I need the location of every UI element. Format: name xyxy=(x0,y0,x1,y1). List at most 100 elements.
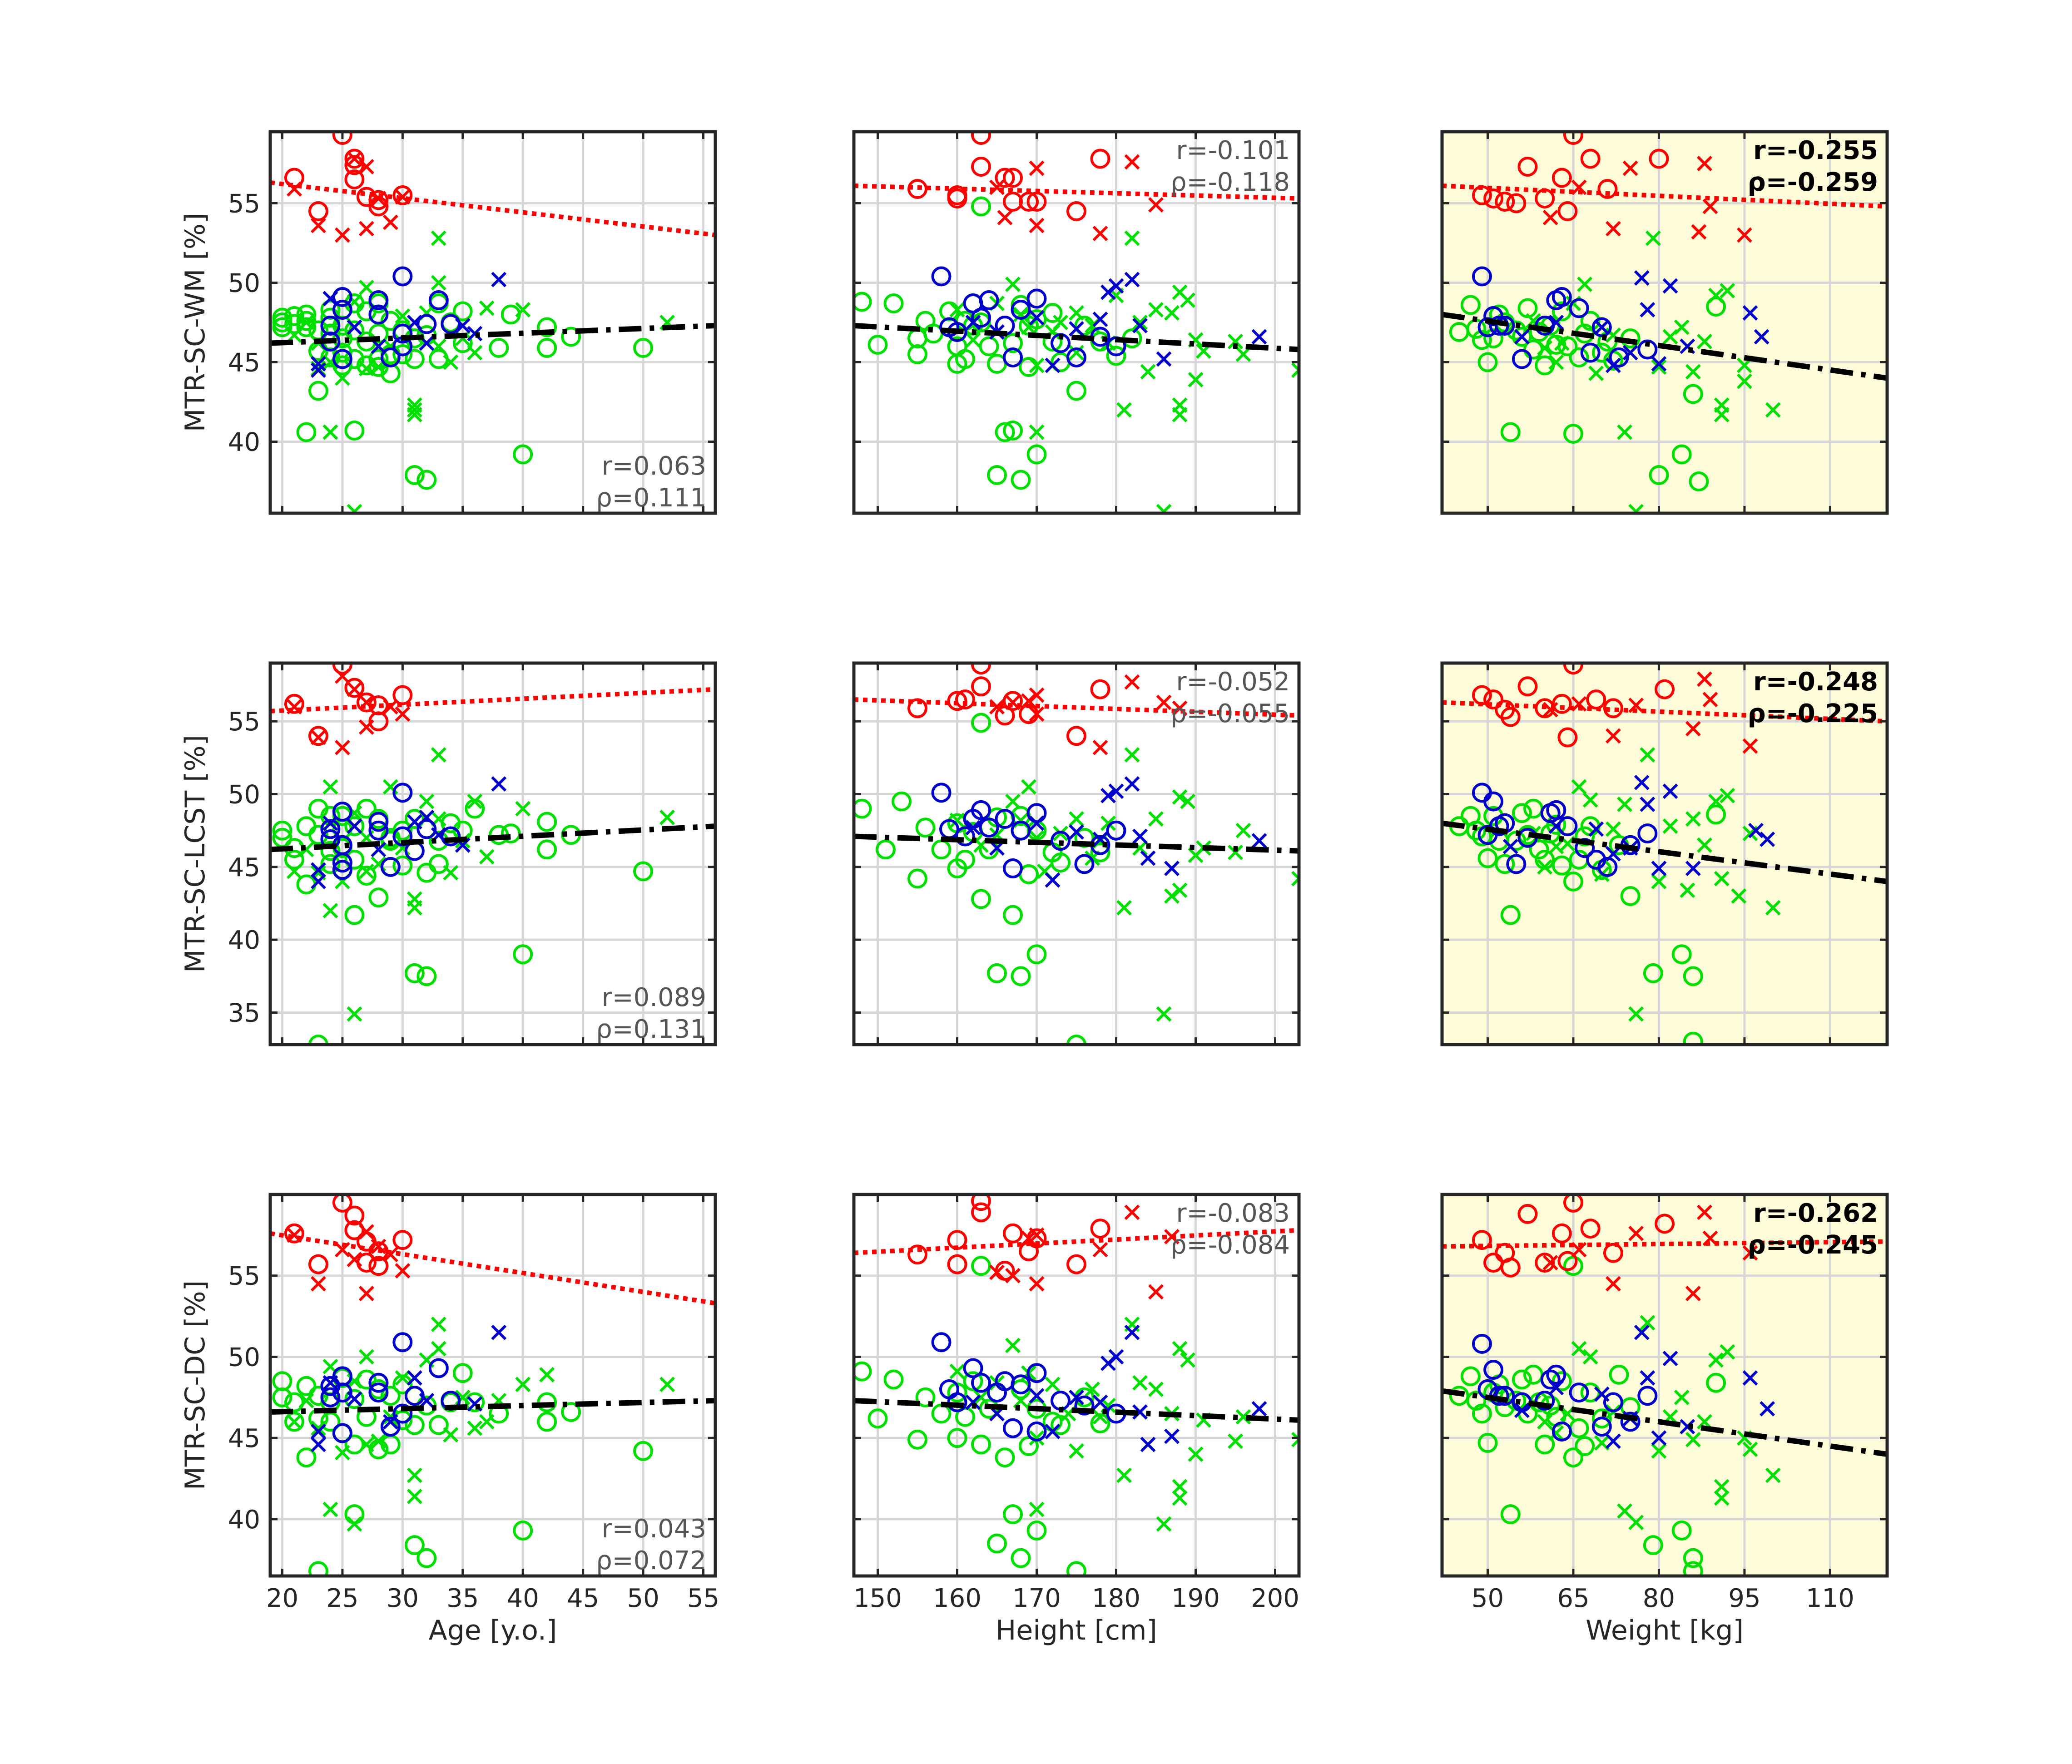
male-low-cross-point xyxy=(1005,277,1021,292)
female-circle-point xyxy=(1066,1254,1086,1274)
male-low-cross-point xyxy=(1116,402,1132,418)
female-cross-point xyxy=(1742,1245,1758,1261)
male-low-circle-point xyxy=(537,1392,557,1412)
male-high-circle-point xyxy=(931,266,952,287)
female-circle-point xyxy=(284,168,304,188)
male-low-cross-point xyxy=(659,809,675,825)
male-low-circle-point xyxy=(296,317,317,337)
female-cross-point xyxy=(358,719,374,735)
y-tick-label: 50 xyxy=(228,269,260,298)
male-high-cross-point xyxy=(406,1370,422,1386)
male-low-circle-point xyxy=(428,1415,449,1435)
male-low-cross-point xyxy=(1680,882,1695,898)
female-circle-point xyxy=(971,132,991,145)
male-low-cross-point xyxy=(1148,811,1164,827)
male-high-cross-point xyxy=(1251,833,1267,849)
male-low-circle-point xyxy=(867,1408,888,1429)
female-circle-point xyxy=(308,726,328,746)
male-fit-line xyxy=(270,323,715,346)
male-high-circle-point xyxy=(1026,1363,1047,1383)
male-fit-line xyxy=(270,1397,715,1415)
male-low-circle-point xyxy=(1495,854,1515,874)
female-cross-point xyxy=(1124,154,1140,170)
female-circle-point xyxy=(344,149,365,169)
male-low-cross-point xyxy=(322,1501,338,1517)
male-low-circle-point xyxy=(915,818,936,838)
male-fit-line xyxy=(854,323,1299,352)
male-low-cross-point xyxy=(1554,335,1570,351)
male-low-circle-point xyxy=(1066,381,1086,401)
male-low-circle-point xyxy=(1003,333,1023,353)
male-low-circle-point xyxy=(1500,1504,1521,1525)
male-low-cross-point xyxy=(406,900,422,916)
male-high-circle-point xyxy=(332,300,352,320)
female-cross-point xyxy=(989,1264,1005,1280)
male-low-circle-point xyxy=(1466,820,1487,841)
male-low-cross-point xyxy=(1645,230,1661,246)
data-layer xyxy=(854,663,1299,1045)
male-low-cross-point xyxy=(973,1389,989,1405)
male-low-circle-point xyxy=(1026,1520,1047,1541)
female-fit-line xyxy=(270,180,715,238)
male-low-circle-point xyxy=(344,1434,365,1455)
male-low-cross-point xyxy=(395,1370,411,1386)
female-circle-point xyxy=(308,201,328,221)
male-high-circle-point xyxy=(971,1373,991,1393)
male-low-circle-point xyxy=(344,905,365,925)
male-low-cross-point xyxy=(949,302,965,317)
male-low-circle-point xyxy=(1563,424,1583,444)
male-high-circle-point xyxy=(1026,288,1047,309)
x-tick-label: 20 xyxy=(266,1584,298,1613)
male-low-cross-point xyxy=(1021,779,1036,795)
male-low-cross-point xyxy=(479,849,495,865)
y-tick-label: 35 xyxy=(228,998,260,1028)
male-high-circle-point xyxy=(332,1382,352,1403)
male-low-circle-point xyxy=(501,823,521,844)
female-cross-point xyxy=(371,1239,387,1254)
male-low-cross-point xyxy=(322,779,338,795)
male-low-circle-point xyxy=(296,1376,317,1396)
male-high-circle-point xyxy=(979,290,999,310)
female-circle-point xyxy=(907,698,927,718)
male-high-cross-point xyxy=(1045,872,1061,888)
male-low-cross-point xyxy=(443,865,459,881)
male-low-cross-point xyxy=(431,230,446,246)
male-low-cross-point xyxy=(1765,402,1781,418)
male-high-cross-point xyxy=(311,1423,326,1439)
male-low-cross-point xyxy=(1548,354,1564,370)
male-high-cross-point xyxy=(322,815,338,831)
male-low-cross-point xyxy=(1291,362,1299,378)
male-low-circle-point xyxy=(1643,963,1663,983)
y-tick-label: 45 xyxy=(228,348,260,378)
female-circle-point xyxy=(1003,1223,1023,1244)
female-circle-point xyxy=(947,1254,967,1274)
male-low-cross-point xyxy=(395,308,411,324)
male-high-cross-point xyxy=(1680,1419,1695,1435)
male-high-circle-point xyxy=(979,818,999,838)
male-high-circle-point xyxy=(441,826,461,847)
male-high-circle-point xyxy=(416,819,437,839)
male-high-circle-point xyxy=(332,852,352,873)
grid xyxy=(854,1194,1299,1576)
female-circle-point xyxy=(1552,168,1572,188)
male-low-cross-point xyxy=(406,1467,422,1483)
male-low-circle-point xyxy=(368,323,389,344)
male-high-circle-point xyxy=(1591,317,1612,337)
male-low-circle-point xyxy=(489,338,509,358)
male-high-cross-point xyxy=(1108,783,1124,799)
female-cross-point xyxy=(1571,696,1587,712)
male-low-circle-point xyxy=(308,825,328,845)
female-circle-point xyxy=(971,1202,991,1223)
male-high-circle-point xyxy=(1011,1374,1031,1395)
ticks xyxy=(854,663,1299,1045)
axes-frame xyxy=(852,661,1301,1046)
male-high-cross-point xyxy=(1548,1380,1564,1396)
female-fit-line xyxy=(1442,700,1887,724)
male-low-cross-point xyxy=(1132,1375,1148,1391)
male-low-cross-point xyxy=(1013,307,1029,322)
male-high-circle-point xyxy=(1026,1421,1047,1442)
male-low-cross-point xyxy=(1548,839,1564,854)
female-cross-point xyxy=(1029,706,1045,722)
female-cross-point xyxy=(1542,1255,1558,1271)
male-high-cross-point xyxy=(1605,1433,1621,1449)
